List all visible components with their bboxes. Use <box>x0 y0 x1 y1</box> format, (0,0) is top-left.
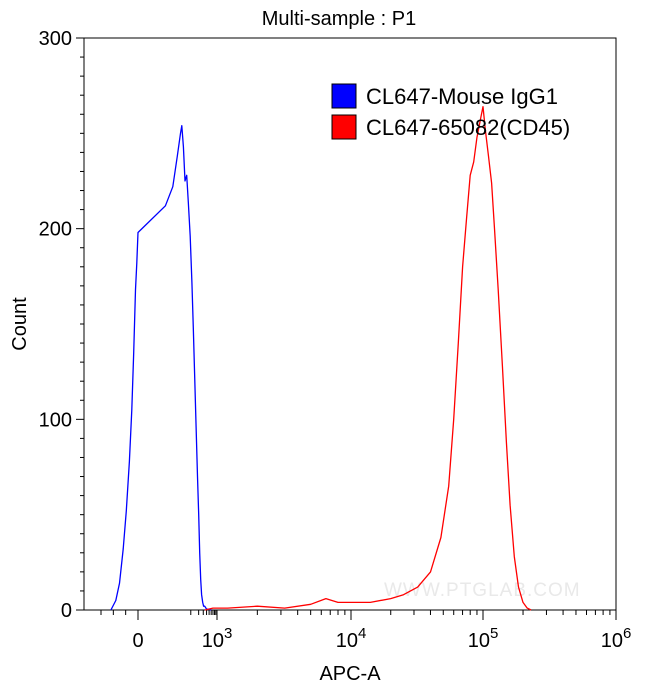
y-tick-label: 0 <box>61 600 72 622</box>
legend: CL647-Mouse IgG1 CL647-65082(CD45) <box>331 83 570 140</box>
watermark: WWW.PTGLAB.COM <box>384 580 581 601</box>
y-axis: 0 100 200 300 <box>39 28 84 622</box>
y-tick-label: 300 <box>39 28 72 50</box>
y-tick-label: 100 <box>39 409 72 431</box>
legend-item-isotype: CL647-Mouse IgG1 <box>331 83 558 109</box>
legend-label-isotype: CL647-Mouse IgG1 <box>366 84 558 109</box>
legend-swatch-isotype <box>331 83 357 109</box>
y-axis-label: Count <box>9 297 31 351</box>
x-tick-label: 105 <box>468 625 499 652</box>
x-tick-label: 106 <box>601 625 632 652</box>
chart-title: Multi-sample : P1 <box>262 8 417 30</box>
x-tick-label: 103 <box>202 625 233 652</box>
x-tick-label: 104 <box>336 625 367 652</box>
x-axis-label: APC-A <box>319 663 381 685</box>
legend-label-cd45: CL647-65082(CD45) <box>366 115 570 140</box>
series-line-isotype <box>110 125 212 611</box>
y-tick-label: 200 <box>39 219 72 241</box>
legend-item-cd45: CL647-65082(CD45) <box>331 114 570 140</box>
legend-swatch-cd45 <box>331 114 357 140</box>
series-group <box>110 105 532 611</box>
x-axis: 0 103 104 105 106 <box>100 610 632 652</box>
x-tick-label: 0 <box>132 630 143 652</box>
series-line-cd45 <box>204 105 532 611</box>
